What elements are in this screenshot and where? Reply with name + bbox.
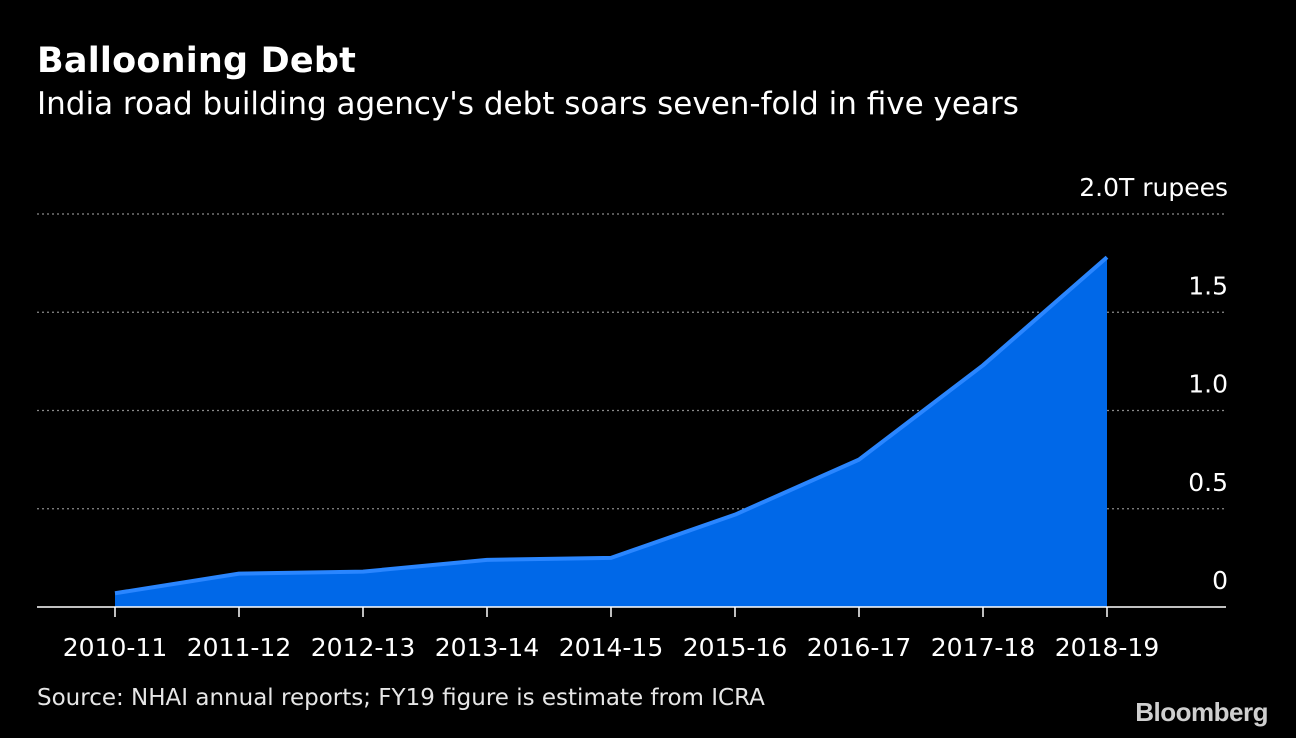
y-tick-label-3: 1.5 (1188, 271, 1228, 300)
x-tick-label-2010-11: 2010-11 (63, 633, 167, 662)
y-tick-label-4: 2.0T rupees (1079, 173, 1228, 202)
y-tick-label-1: 0.5 (1188, 468, 1228, 497)
y-tick-label-2: 1.0 (1188, 370, 1228, 399)
y-tick-label-0: 0 (1212, 566, 1228, 595)
y-axis-labels: 0 0.5 1.0 1.5 2.0T rupees (1079, 173, 1228, 595)
chart-subtitle: India road building agency's debt soars … (37, 86, 1019, 122)
x-tick-label-2017-18: 2017-18 (931, 633, 1035, 662)
x-tick-label-2014-15: 2014-15 (559, 633, 663, 662)
x-tick-label-2012-13: 2012-13 (311, 633, 415, 662)
x-tick-label-2015-16: 2015-16 (683, 633, 787, 662)
x-tick-label-2011-12: 2011-12 (187, 633, 291, 662)
x-tick-label-2016-17: 2016-17 (807, 633, 911, 662)
area-layer (37, 255, 1226, 608)
area-fill (115, 257, 1107, 607)
x-tick-label-2013-14: 2013-14 (435, 633, 539, 662)
bloomberg-logo: Bloomberg (1135, 697, 1268, 727)
x-axis-labels: 2010-11 2011-12 2012-13 2013-14 2014-15 2015-… (63, 607, 1159, 662)
x-tick-label-2018-19: 2018-19 (1055, 633, 1159, 662)
source-note: Source: NHAI annual reports; FY19 figure… (37, 685, 765, 711)
chart-title: Ballooning Debt (37, 41, 357, 81)
